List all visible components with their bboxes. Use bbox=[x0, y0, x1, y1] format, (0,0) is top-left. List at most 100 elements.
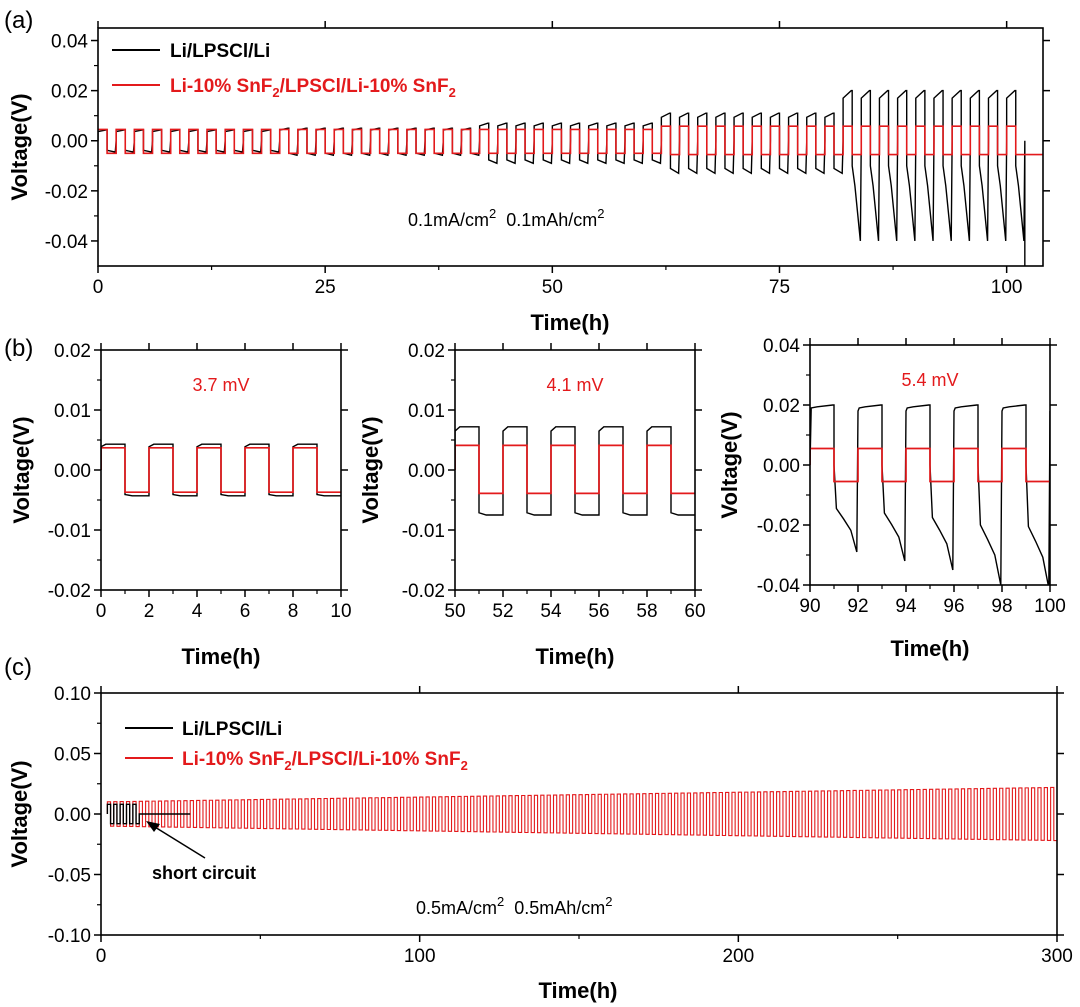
series-li-snf2-lpscl bbox=[455, 444, 695, 495]
short-circuit-arrow-shaft bbox=[149, 823, 206, 859]
series-li-lpscl-li bbox=[810, 404, 1050, 585]
panel-b1-ylabel: Voltage(V) bbox=[9, 416, 34, 523]
panel-b3-axes: 90 92 94 96 98 100 -0.04 -0.02 0.00 0.02 0.04 bbox=[757, 336, 1066, 617]
y-tick-label: 0.01 bbox=[408, 401, 445, 422]
panel-b2-ylabel: Voltage(V) bbox=[358, 416, 383, 523]
x-tick-label: 56 bbox=[588, 601, 609, 622]
panel-b2-overpotential: 4.1 mV bbox=[546, 375, 603, 395]
panel-a-xlabel: Time(h) bbox=[530, 310, 609, 335]
y-tick-label: 0.02 bbox=[51, 82, 88, 103]
panel-a-legend-black-label: Li/LPSCl/Li bbox=[170, 41, 270, 62]
x-tick-label: 75 bbox=[769, 277, 790, 298]
x-tick-label: 92 bbox=[847, 596, 868, 617]
panel-c-xlabel: Time(h) bbox=[538, 978, 617, 1003]
y-tick-label: 0.00 bbox=[763, 456, 800, 477]
series-li-snf2-lpscl bbox=[810, 447, 1050, 483]
y-tick-label: -0.02 bbox=[757, 516, 800, 537]
panel-a-axes: 0 25 50 75 100 -0.04 -0.02 0.00 0.02 0.04 bbox=[45, 21, 1050, 298]
panel-a-condition-annotation: 0.1mA/cm2 0.1mAh/cm2 bbox=[408, 206, 605, 230]
panel-c-short-circuit-annotation: short circuit bbox=[146, 821, 256, 883]
series-li-lpscl-li bbox=[98, 89, 1026, 266]
y-tick-label: 0.05 bbox=[54, 745, 91, 766]
x-tick-label: 8 bbox=[288, 601, 299, 622]
y-tick-label: -0.02 bbox=[45, 182, 88, 203]
panel-c-ylabel: Voltage(V) bbox=[7, 760, 32, 867]
series-li-snf2-lpscl bbox=[101, 446, 341, 494]
panel-b1: 0 2 4 6 8 10 -0.02 -0.01 0.00 0.01 0.02 Time(h) Vo… bbox=[9, 341, 352, 669]
x-tick-label: 100 bbox=[404, 946, 436, 967]
x-tick-label: 0 bbox=[96, 946, 107, 967]
y-tick-label: 0.00 bbox=[54, 461, 91, 482]
panel-c: (c) 0 100 200 300 -0.10 -0.05 0.00 0.05 0.10 Tim… bbox=[4, 654, 1073, 1003]
x-tick-label: 2 bbox=[144, 601, 155, 622]
y-tick-label: -0.01 bbox=[402, 521, 445, 542]
x-tick-label: 60 bbox=[684, 601, 705, 622]
panel-b3-series bbox=[810, 404, 1050, 585]
panel-b1-series bbox=[101, 443, 341, 497]
panel-b3-xlabel: Time(h) bbox=[890, 636, 969, 661]
x-tick-label: 100 bbox=[991, 277, 1023, 298]
panel-a-frame bbox=[97, 27, 1044, 267]
x-tick-label: 50 bbox=[444, 601, 465, 622]
panel-b3-ylabel: Voltage(V) bbox=[717, 411, 742, 518]
panel-c-series bbox=[106, 786, 1057, 842]
y-tick-label: 0.00 bbox=[408, 461, 445, 482]
x-tick-label: 0 bbox=[93, 277, 104, 298]
x-tick-label: 98 bbox=[991, 596, 1012, 617]
panel-a-legend: Li/LPSCl/Li Li-10% SnF2/LPSCl/Li-10% SnF… bbox=[112, 41, 456, 100]
y-tick-label: 0.10 bbox=[54, 684, 91, 705]
panel-c-label: (c) bbox=[4, 654, 32, 681]
series-li-lpscl-li bbox=[101, 443, 341, 497]
x-tick-label: 90 bbox=[799, 596, 820, 617]
x-tick-label: 300 bbox=[1041, 946, 1073, 967]
panel-b2: 50 52 54 56 58 60 -0.02 -0.01 0.00 0.01 0.02 Time(… bbox=[358, 341, 706, 669]
panel-c-legend-red-label: Li-10% SnF2/LPSCl/Li-10% SnF2 bbox=[182, 749, 468, 773]
y-tick-label: -0.10 bbox=[48, 926, 91, 947]
x-tick-label: 100 bbox=[1034, 596, 1066, 617]
y-tick-label: 0.01 bbox=[54, 401, 91, 422]
y-tick-label: 0.02 bbox=[763, 396, 800, 417]
y-tick-label: -0.04 bbox=[45, 232, 89, 253]
panel-c-axes: 0 100 200 300 -0.10 -0.05 0.00 0.05 0.10 bbox=[48, 684, 1073, 967]
panel-b2-axes: 50 52 54 56 58 60 -0.02 -0.01 0.00 0.01 0.02 bbox=[402, 341, 706, 622]
y-tick-label: 0.04 bbox=[51, 32, 88, 53]
panel-c-condition-annotation: 0.5mA/cm2 0.5mAh/cm2 bbox=[416, 894, 613, 918]
x-tick-label: 200 bbox=[722, 946, 754, 967]
x-tick-label: 58 bbox=[636, 601, 657, 622]
x-tick-label: 25 bbox=[315, 277, 336, 298]
series-li-lpscl-li bbox=[455, 426, 695, 516]
y-tick-label: 0.00 bbox=[51, 132, 88, 153]
x-tick-label: 54 bbox=[540, 601, 562, 622]
x-tick-label: 52 bbox=[492, 601, 513, 622]
panel-a: (a) 0 25 50 75 100 -0.04 -0.02 0.00 0.02 0.04 Tim… bbox=[4, 7, 1050, 335]
short-circuit-label: short circuit bbox=[152, 863, 256, 883]
panel-b1-overpotential: 3.7 mV bbox=[192, 375, 249, 395]
panel-a-ylabel: Voltage(V) bbox=[7, 93, 32, 200]
x-tick-label: 0 bbox=[96, 601, 107, 622]
series-li-snf2-lpscl bbox=[98, 125, 1043, 156]
panel-a-series bbox=[98, 89, 1043, 266]
panel-b3-overpotential: 5.4 mV bbox=[901, 370, 958, 390]
y-tick-label: 0.00 bbox=[54, 805, 91, 826]
series-li-snf2-lpscl bbox=[106, 786, 1057, 842]
panel-a-legend-red-label: Li-10% SnF2/LPSCl/Li-10% SnF2 bbox=[170, 76, 456, 100]
panel-b2-xlabel: Time(h) bbox=[535, 644, 614, 669]
y-tick-label: 0.02 bbox=[408, 341, 445, 362]
y-tick-label: 0.04 bbox=[763, 336, 800, 357]
x-tick-label: 50 bbox=[542, 277, 563, 298]
panel-b1-xlabel: Time(h) bbox=[181, 644, 260, 669]
panel-b-label: (b) bbox=[4, 335, 33, 362]
y-tick-label: -0.02 bbox=[402, 581, 445, 602]
series-li-lpscl-li bbox=[106, 803, 191, 825]
y-tick-label: -0.02 bbox=[48, 581, 91, 602]
x-tick-label: 4 bbox=[192, 601, 203, 622]
y-tick-label: -0.04 bbox=[757, 576, 801, 597]
panel-c-legend: Li/LPSCl/Li Li-10% SnF2/LPSCl/Li-10% SnF… bbox=[125, 719, 468, 773]
y-tick-label: -0.05 bbox=[48, 866, 91, 887]
x-tick-label: 94 bbox=[895, 596, 917, 617]
y-tick-label: 0.02 bbox=[54, 341, 91, 362]
panel-c-legend-black-label: Li/LPSCl/Li bbox=[182, 719, 282, 740]
panel-b3: 90 92 94 96 98 100 -0.04 -0.02 0.00 0.02 0.04 Time… bbox=[717, 336, 1066, 661]
panel-a-label: (a) bbox=[4, 7, 33, 34]
panel-b2-series bbox=[455, 426, 695, 516]
